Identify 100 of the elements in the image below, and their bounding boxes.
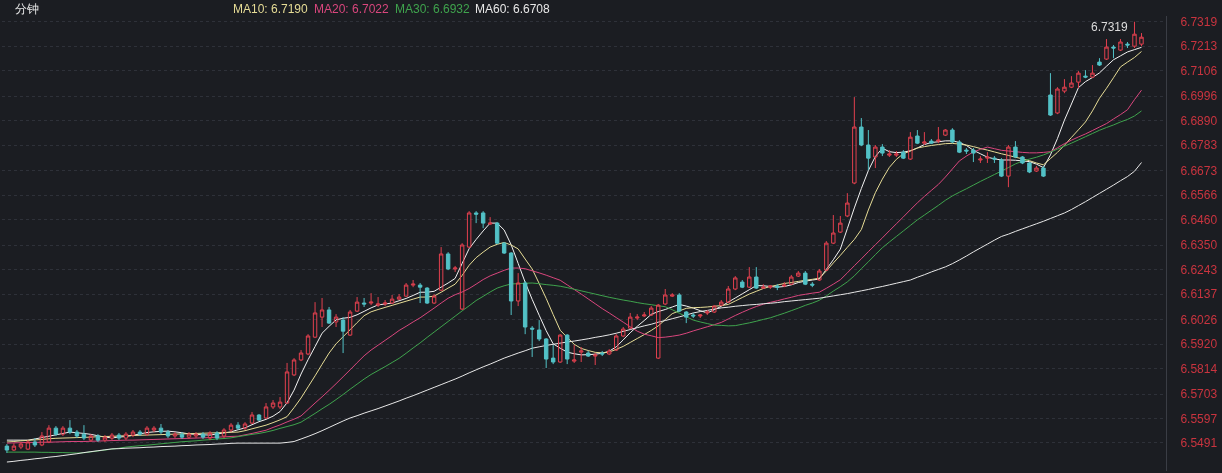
candlestick xyxy=(228,422,234,433)
candlestick xyxy=(726,285,731,304)
candlestick xyxy=(999,157,1004,178)
chart-title: 分钟 xyxy=(15,2,39,17)
candlestick xyxy=(607,348,612,356)
candlestick xyxy=(1027,161,1032,174)
candlestick xyxy=(550,344,556,365)
candlestick xyxy=(571,344,577,364)
candlestick xyxy=(1097,57,1102,67)
candlestick xyxy=(186,431,192,440)
candlestick xyxy=(585,350,591,358)
candlestick xyxy=(1076,70,1081,89)
candlestick xyxy=(978,155,983,164)
candlestick xyxy=(508,251,514,316)
candlestick xyxy=(859,117,864,147)
candlestick xyxy=(403,282,409,298)
candlestick xyxy=(32,437,38,448)
candlestick xyxy=(522,280,528,335)
candlestick xyxy=(761,283,766,290)
candlestick xyxy=(852,96,857,185)
candlestick xyxy=(1118,38,1123,52)
candlestick xyxy=(487,216,493,226)
candlestick xyxy=(1083,69,1088,79)
y-tick-label: 6.6350 xyxy=(1180,238,1218,253)
candlestick xyxy=(438,246,444,292)
candlestick xyxy=(529,325,535,358)
candlestick xyxy=(39,431,45,447)
candlestick xyxy=(389,294,395,305)
candlestick xyxy=(165,429,171,439)
candlestick xyxy=(957,139,962,154)
candlestick xyxy=(817,268,822,282)
candlestick xyxy=(1013,140,1018,159)
candlestick xyxy=(1111,44,1116,59)
y-tick-label: 6.5597 xyxy=(1180,411,1218,426)
candlestick xyxy=(270,399,276,410)
candlestick xyxy=(333,313,339,328)
candlestick xyxy=(172,431,178,439)
candlestick xyxy=(1048,72,1053,117)
candlestick xyxy=(60,425,66,437)
candlestick xyxy=(564,333,570,365)
candlestick xyxy=(740,279,745,289)
candlestick xyxy=(137,429,143,437)
candlestick xyxy=(200,431,206,440)
candlestick xyxy=(1006,144,1011,188)
candlestick xyxy=(214,430,220,441)
candlestick xyxy=(649,305,654,317)
y-tick-label: 6.6673 xyxy=(1180,163,1218,178)
candlestick xyxy=(431,293,437,305)
candlestick xyxy=(46,424,52,444)
y-tick-label: 6.5491 xyxy=(1180,436,1218,451)
candlestick xyxy=(417,282,423,304)
candlestick xyxy=(557,333,563,364)
y-tick-label: 6.6460 xyxy=(1180,212,1218,227)
y-tick-label: 6.6890 xyxy=(1180,113,1218,128)
candlestick xyxy=(1041,165,1046,178)
candlestick xyxy=(53,425,59,437)
candlestick xyxy=(922,131,927,146)
candlestick xyxy=(985,151,990,164)
candlestick xyxy=(102,434,108,443)
candlestick xyxy=(803,270,808,286)
candlestick xyxy=(782,281,787,288)
candlestick xyxy=(501,241,507,255)
candlestick xyxy=(894,150,899,158)
candlestick xyxy=(768,284,773,290)
candlestick xyxy=(445,251,451,271)
candlestick xyxy=(207,430,213,441)
candlestick xyxy=(536,319,542,342)
candlestick xyxy=(1062,78,1067,94)
candlestick xyxy=(698,313,703,319)
candlestick xyxy=(621,326,626,338)
candlestick xyxy=(11,442,17,452)
candlestick xyxy=(1020,155,1025,165)
candlestick xyxy=(578,346,584,363)
candlestick xyxy=(684,310,689,324)
candlestick xyxy=(74,429,80,439)
text: MA20: 6.7022 xyxy=(314,2,390,16)
candlestick xyxy=(880,143,885,157)
candlestick xyxy=(845,192,850,218)
candlestick xyxy=(123,431,129,441)
candlestick xyxy=(831,214,836,245)
candlestick xyxy=(754,266,759,290)
candlestick xyxy=(950,127,955,144)
candlestick xyxy=(424,286,430,305)
candlestick xyxy=(971,147,976,163)
candlestick xyxy=(908,131,913,161)
candlestick xyxy=(642,311,647,318)
candlestick xyxy=(25,439,31,451)
candlestick xyxy=(1125,41,1130,49)
candlestick xyxy=(81,424,87,441)
candlestick xyxy=(796,270,801,278)
candlestick xyxy=(396,293,402,300)
text: MA10: 6.7190 xyxy=(233,2,309,16)
candlestick xyxy=(298,349,304,362)
y-tick-label: 6.5703 xyxy=(1180,387,1218,402)
candlestick xyxy=(452,265,458,273)
candlestick xyxy=(1055,86,1060,115)
candlestick xyxy=(543,337,549,369)
candlestick xyxy=(67,419,73,435)
candlestick xyxy=(368,292,374,306)
candlestick xyxy=(466,210,472,249)
